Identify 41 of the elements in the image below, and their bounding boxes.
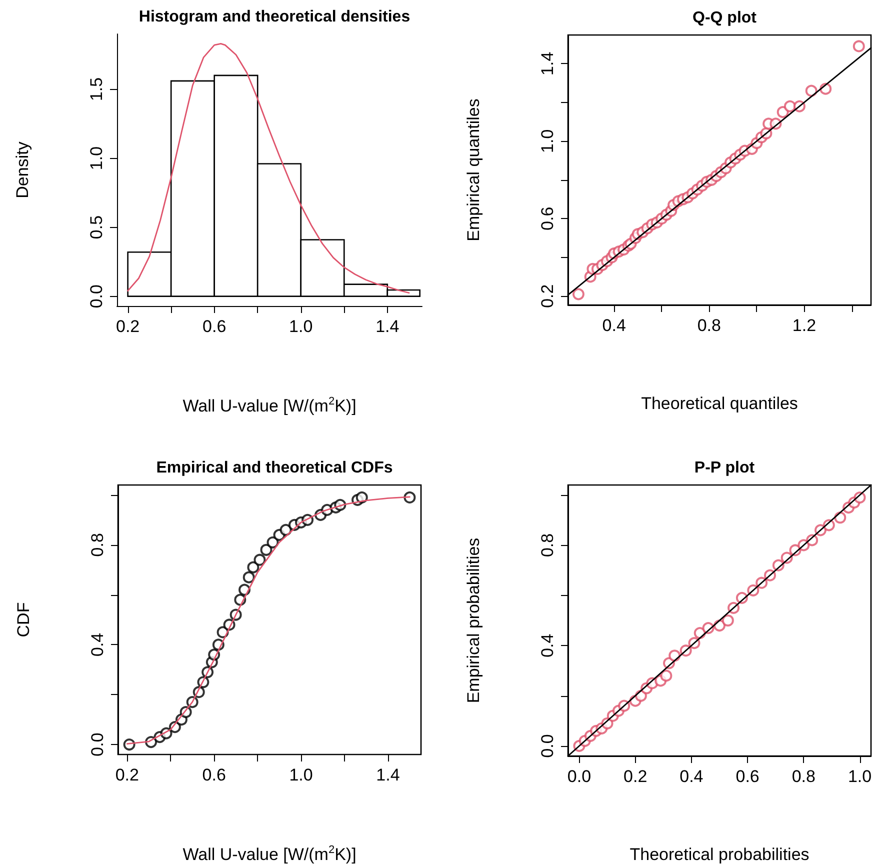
- chart-title: P-P plot: [694, 460, 756, 476]
- y-tick-label: 1.5: [87, 77, 106, 102]
- x-tick-label: 0.2: [115, 766, 139, 784]
- x-axis-title: Theoretical quantiles: [641, 394, 798, 413]
- x-tick-label: 0.6: [736, 767, 760, 786]
- y-axis-title: Empirical probabilities: [464, 538, 483, 704]
- y-tick-label: 0.0: [87, 284, 106, 308]
- x-tick-label: 0.4: [602, 316, 626, 335]
- x-tick-label: 1.0: [848, 767, 872, 786]
- x-tick-label: 0.2: [116, 317, 140, 336]
- y-tick-label: 1.0: [87, 146, 106, 170]
- x-tick-label: 0.0: [567, 767, 592, 786]
- y-tick-label: 0.5: [87, 215, 106, 240]
- y-axis-title: CDF: [14, 602, 33, 638]
- y-tick-label: 0.8: [538, 533, 557, 558]
- y-tick-label: 0.0: [88, 732, 107, 756]
- y-tick-label: 0.4: [538, 634, 557, 658]
- x-tick-label: 0.6: [202, 766, 226, 784]
- chart-title: Histogram and theoretical densities: [138, 8, 410, 26]
- y-tick-label: 0.6: [538, 206, 557, 230]
- x-tick-label: 0.2: [624, 767, 648, 786]
- x-tick-label: 0.4: [680, 767, 704, 786]
- chart-title: Empirical and theoretical CDFs: [156, 460, 393, 476]
- y-tick-label: 0.0: [538, 734, 557, 758]
- x-tick-label: 1.2: [792, 316, 816, 335]
- y-axis-title: Density: [13, 141, 32, 198]
- y-tick-label: 0.2: [538, 284, 557, 308]
- y-axis-title: Empirical quantiles: [464, 98, 483, 242]
- x-tick-label: 1.0: [289, 766, 313, 784]
- x-axis-title: Theoretical probabilities: [630, 845, 810, 864]
- x-tick-label: 0.8: [697, 316, 721, 335]
- y-tick-label: 0.8: [88, 533, 107, 557]
- y-tick-label: 1.4: [538, 52, 557, 76]
- y-tick-label: 1.0: [538, 129, 557, 153]
- chart-title: Q-Q plot: [692, 10, 758, 26]
- x-tick-label: 1.4: [376, 766, 400, 784]
- x-tick-label: 1.4: [376, 317, 400, 336]
- x-tick-label: 0.8: [792, 767, 816, 786]
- y-tick-label: 0.4: [88, 632, 107, 657]
- x-tick-label: 0.6: [202, 317, 226, 336]
- x-tick-label: 1.0: [289, 317, 313, 336]
